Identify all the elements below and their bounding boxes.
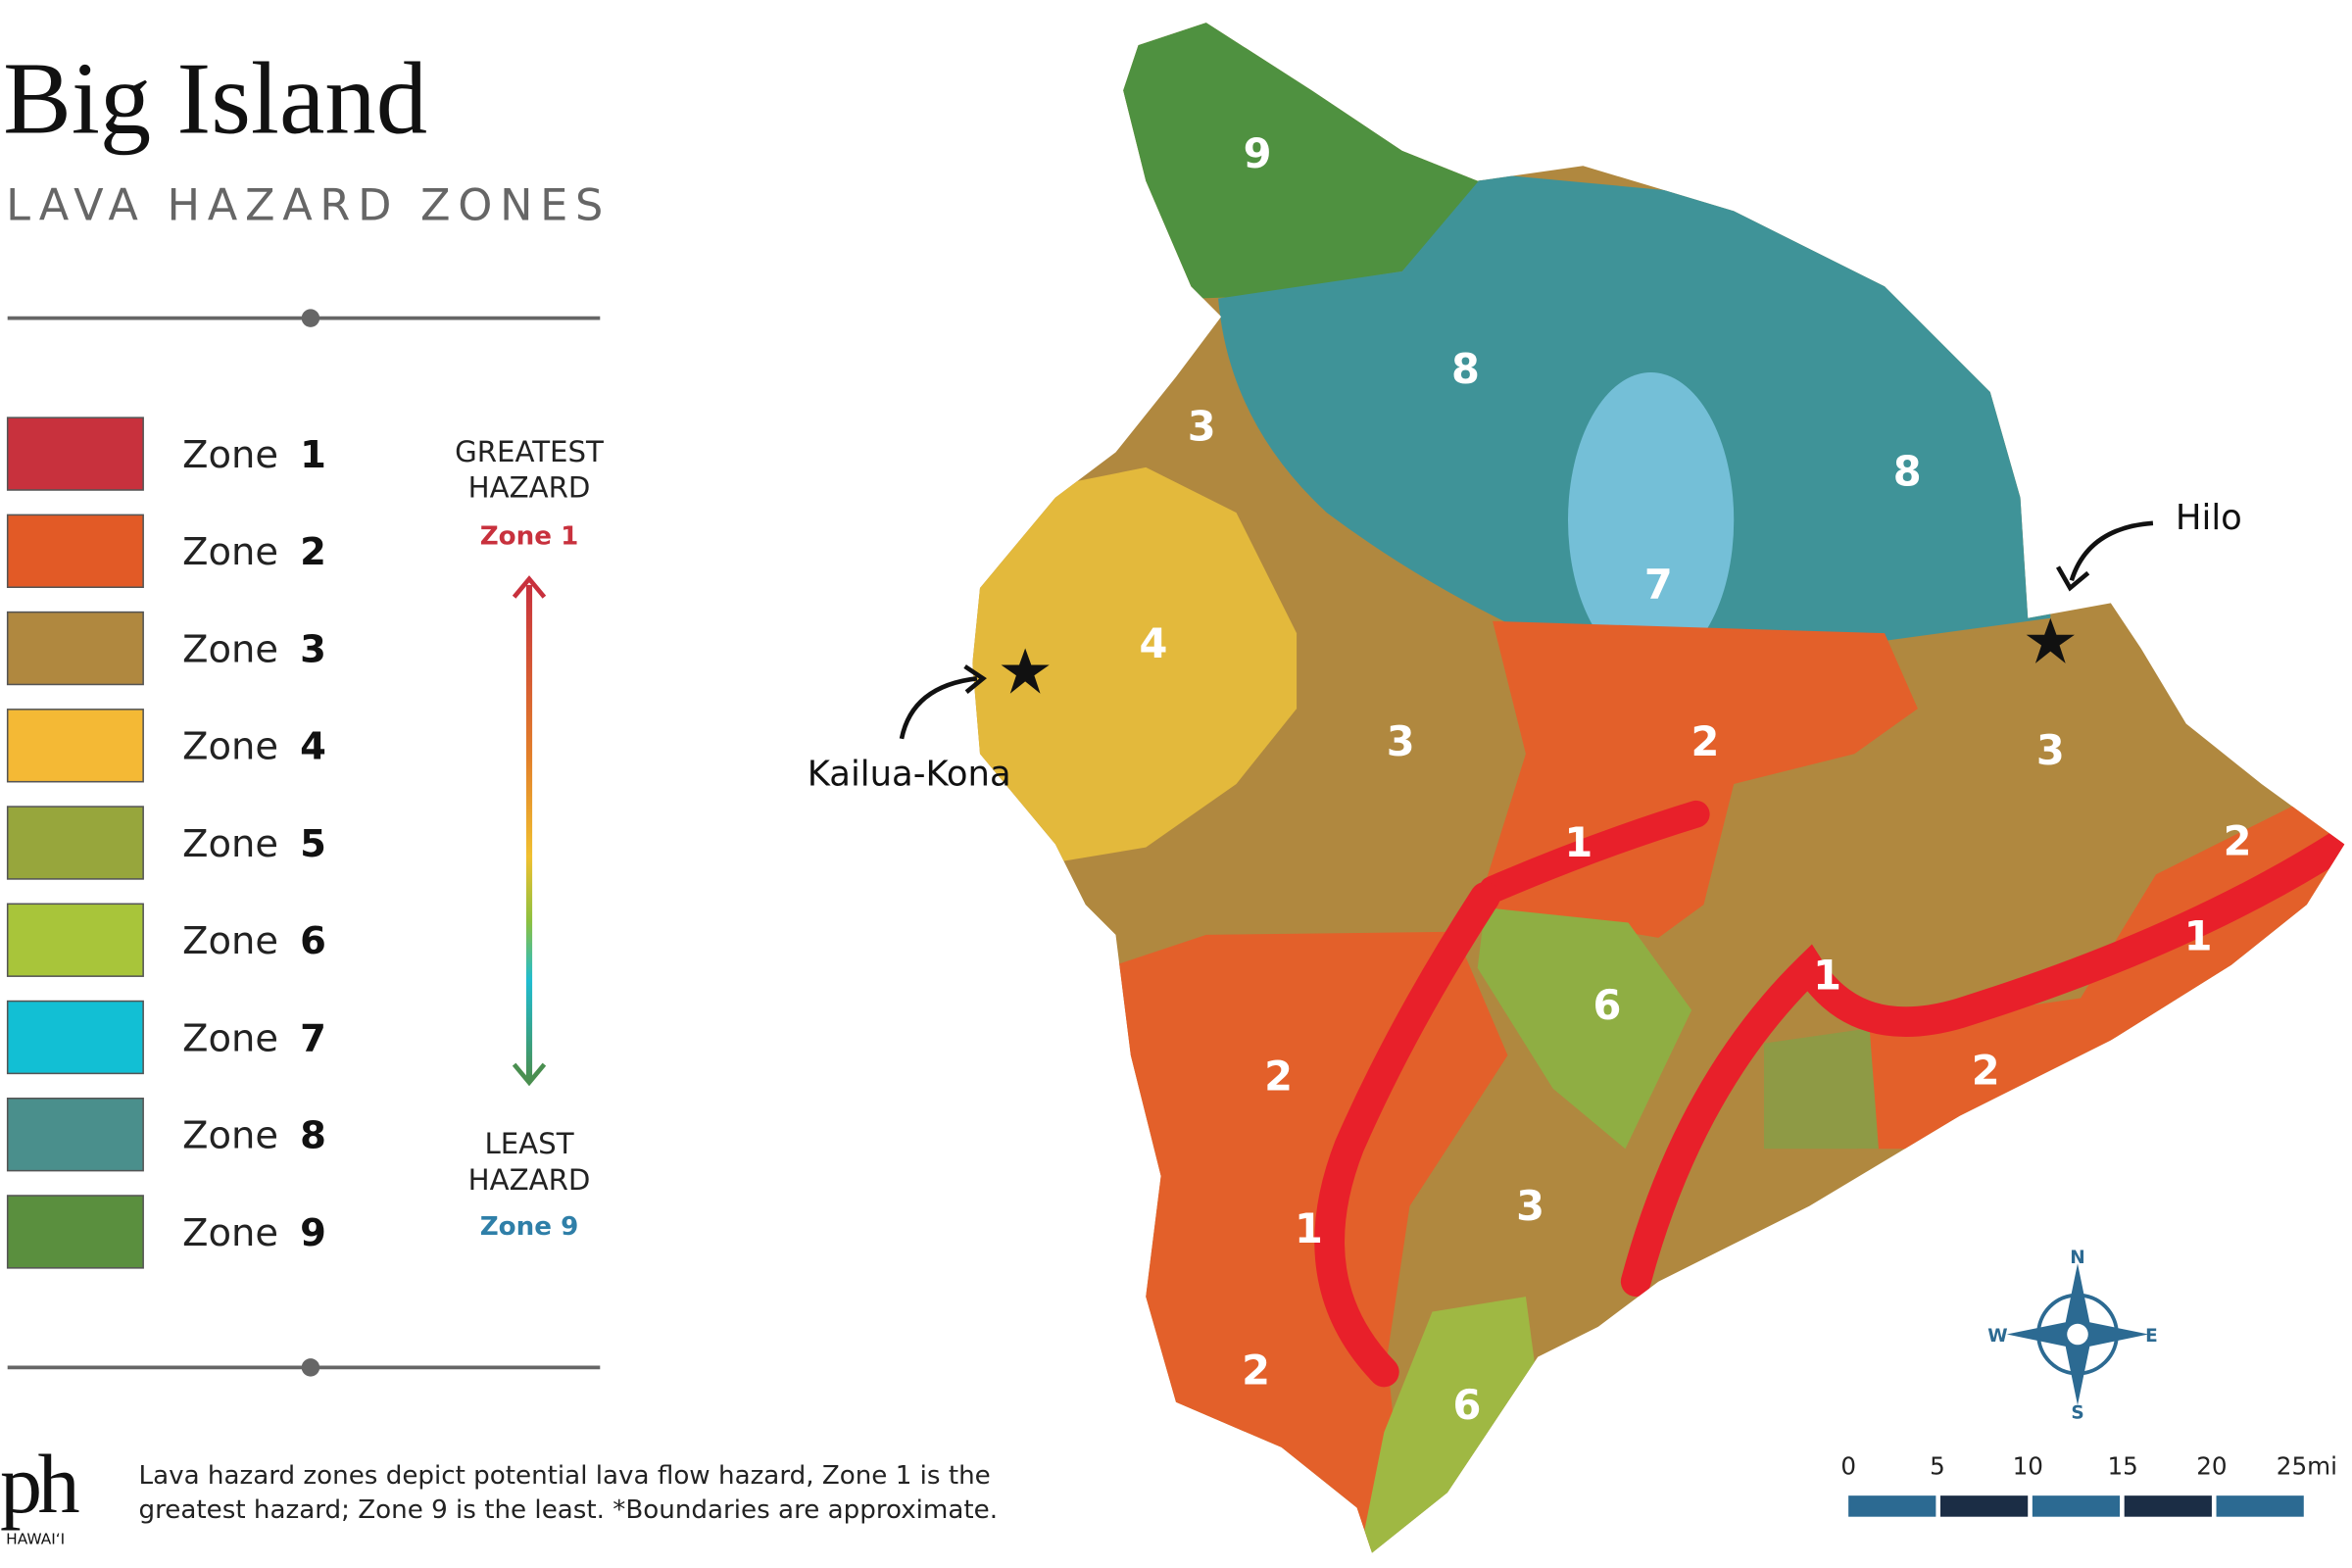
arrow-head [963,664,987,694]
hazard-arrow [525,584,533,1080]
hazard-bottom: LEAST [484,1127,573,1160]
compass-w: W [1987,1326,2007,1347]
scale-tick-label: 5 [1930,1452,1945,1481]
legend-label: Zone [182,1114,278,1158]
zone-label: 3 [1387,717,1415,765]
zone-label: 2 [1691,717,1720,765]
logo-sub: HAWAI‘I [6,1530,65,1547]
arrow-head [512,575,547,599]
legend-label: Zone [182,1211,278,1255]
zone-label: 2 [1972,1046,2000,1094]
compass-n: N [2070,1248,2084,1268]
arrow-head [512,1062,547,1087]
legend-label: Zone [182,919,278,963]
zone-label: 6 [1593,981,1622,1029]
legend-swatch [6,1000,144,1075]
zone-label: 8 [1451,345,1480,393]
zone-label: 1 [2184,911,2213,959]
hazard-top: GREATEST [455,435,604,468]
legend-swatch [6,709,144,783]
zone-label: 2 [2224,817,2252,865]
zone-7 [1568,372,1735,668]
zone-label: 4 [1139,619,1167,667]
place-star [2026,617,2075,663]
zone-label: 3 [2036,726,2065,774]
legend-swatch [6,903,144,977]
zone-label: 1 [1295,1204,1323,1252]
place-star [1001,648,1050,694]
compass-s: S [2071,1403,2083,1424]
zone-label: 7 [1644,561,1673,609]
scale-tick-label: 10 [2013,1452,2043,1481]
zone-label: 3 [1188,402,1216,450]
zone-6 [1477,907,1692,1150]
legend-number: 4 [300,725,326,769]
zone-label: 8 [1893,448,1922,496]
zone-1 [1314,800,2345,1388]
zone-6 [1356,1297,1539,1553]
legend-label: Zone [182,822,278,866]
zone-5 [1764,1028,1879,1150]
zone-label: 2 [1242,1347,1270,1395]
logo: ph [0,1437,78,1531]
title: Big Island [3,41,427,155]
legend-number: 9 [300,1211,326,1255]
subtitle: LAVA HAZARD ZONES [6,180,611,231]
place-arrow [2069,520,2154,582]
legend-swatch [6,1098,144,1172]
legend-label: Zone [182,433,278,477]
legend-swatch [6,806,144,880]
place-label: Kailua-Kona [808,755,1011,795]
place-label: Hilo [2176,498,2242,538]
divider-dot [301,1358,320,1377]
legend-swatch [6,514,144,589]
legend-number: 2 [300,530,326,574]
legend-number: 1 [300,433,326,477]
zone-label: 9 [1244,129,1272,177]
footnote: greatest hazard; Zone 9 is the least. *B… [139,1495,999,1525]
hazard-scale: GREATEST HAZARD Zone 1 LEAST HAZARD Zone… [455,435,604,1242]
legend-swatch [6,1195,144,1269]
scale-tick-label: 25mi [2277,1452,2337,1481]
zone-label: 3 [1516,1182,1544,1230]
compass: N E S W [1987,1248,2157,1423]
legend-swatch [6,416,144,491]
scale-tick-label: 0 [1840,1452,1856,1481]
legend-number: 6 [300,919,326,963]
legend-number: 8 [300,1114,326,1158]
place-arrow [899,676,978,740]
scale-tick-label: 15 [2107,1452,2137,1481]
divider-dot [301,309,320,327]
legend-number: 5 [300,822,326,866]
hazard-top-zone: Zone 1 [480,521,579,551]
legend: Zone 1 Zone 2 Zone 3 Zone 4 Zone 5 Zone 6 Zone 7 Zone 8… [6,416,326,1269]
arrow-head [2055,565,2090,592]
zone-label: 1 [1564,818,1592,866]
legend-swatch [6,611,144,686]
scale-bar: 0 5 10 15 20 25mi [1840,1452,2337,1517]
compass-e: E [2145,1326,2158,1347]
footnote: Lava hazard zones depict potential lava … [139,1461,991,1491]
zone-4 [972,466,1298,862]
zone-label: 2 [1264,1053,1293,1101]
hazard-bottom-zone: Zone 9 [480,1212,579,1242]
legend-label: Zone [182,725,278,769]
hazard-top: HAZARD [468,471,591,505]
legend-number: 3 [300,627,326,671]
zone-label: 6 [1452,1381,1481,1429]
legend-label: Zone [182,1016,278,1060]
legend-label: Zone [182,627,278,671]
legend-number: 7 [300,1016,326,1060]
scale-tick-label: 20 [2196,1452,2227,1481]
zone-label: 1 [1813,951,1841,999]
hazard-bottom: HAZARD [468,1163,591,1197]
legend-label: Zone [182,530,278,574]
